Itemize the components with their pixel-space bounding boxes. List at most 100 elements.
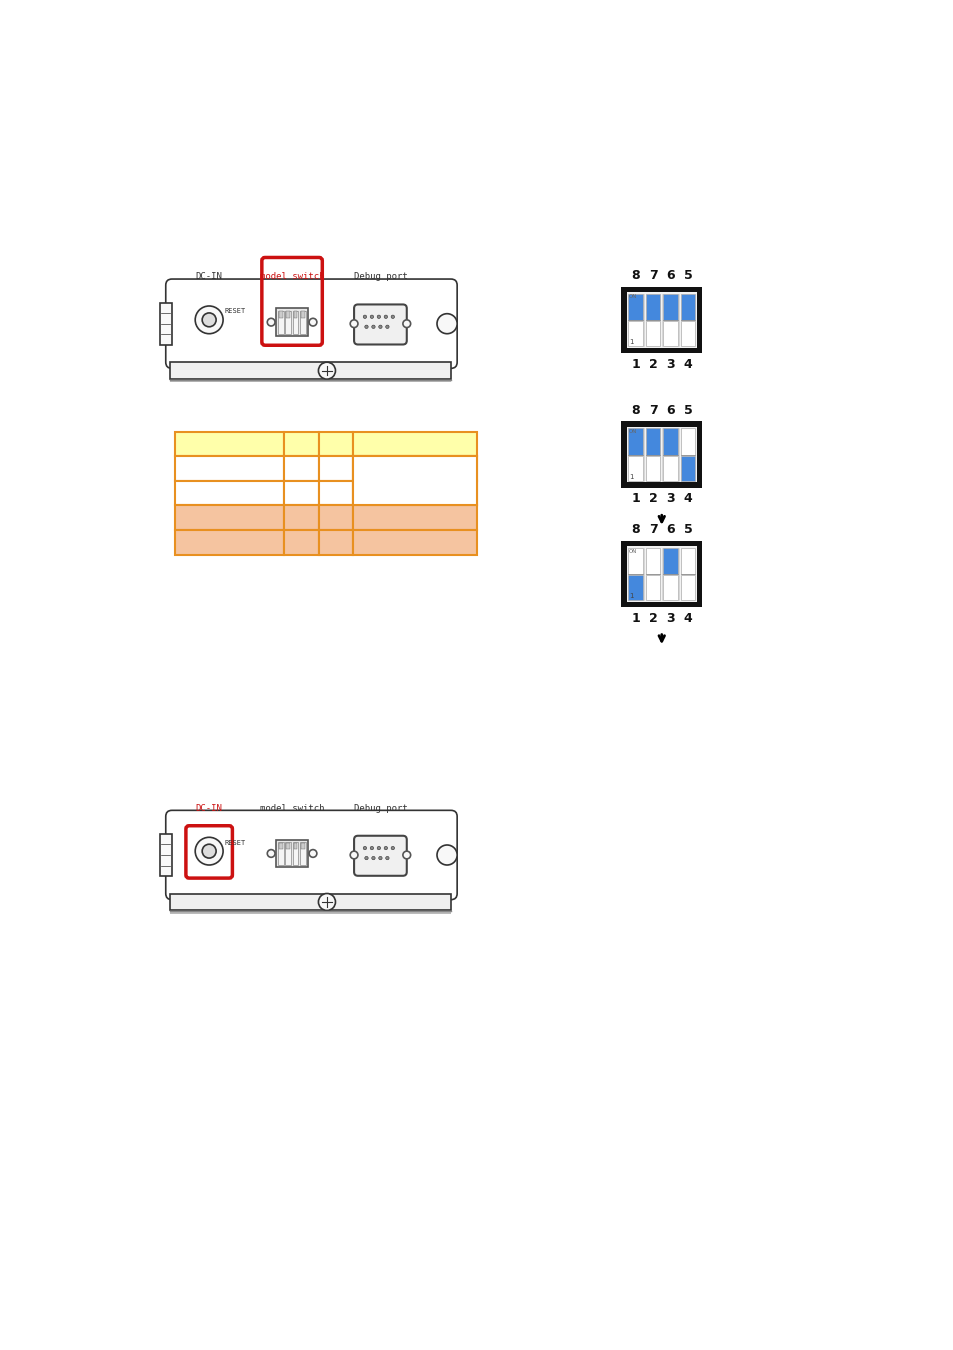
Bar bbox=[318, 456, 353, 481]
Circle shape bbox=[376, 315, 380, 319]
Bar bbox=[294, 842, 297, 849]
Circle shape bbox=[267, 319, 274, 325]
Text: ON: ON bbox=[629, 429, 637, 435]
Bar bbox=[620, 286, 701, 352]
Bar bbox=[628, 456, 642, 481]
Bar bbox=[294, 312, 297, 317]
Bar bbox=[284, 505, 318, 531]
Circle shape bbox=[363, 846, 366, 849]
Bar bbox=[620, 541, 701, 608]
Circle shape bbox=[391, 315, 395, 319]
Bar bbox=[293, 310, 298, 333]
Bar bbox=[353, 531, 476, 555]
Bar bbox=[318, 481, 353, 505]
Circle shape bbox=[364, 325, 368, 328]
Bar bbox=[318, 531, 353, 555]
Bar bbox=[645, 575, 659, 601]
Bar bbox=[278, 842, 282, 849]
Circle shape bbox=[350, 850, 357, 859]
Bar bbox=[174, 531, 284, 555]
Bar bbox=[626, 292, 696, 347]
Bar bbox=[628, 294, 642, 320]
Circle shape bbox=[350, 320, 357, 328]
Bar bbox=[301, 842, 305, 849]
Bar bbox=[662, 428, 677, 455]
Bar bbox=[275, 308, 308, 336]
Bar bbox=[353, 481, 476, 505]
Bar bbox=[286, 842, 290, 849]
Bar bbox=[159, 302, 172, 344]
Circle shape bbox=[202, 313, 216, 327]
Text: 1: 1 bbox=[629, 594, 633, 599]
Text: 5: 5 bbox=[682, 524, 692, 536]
Bar bbox=[680, 294, 695, 320]
Bar bbox=[318, 432, 353, 456]
Circle shape bbox=[372, 325, 375, 328]
Text: 5: 5 bbox=[682, 404, 692, 417]
Text: 6: 6 bbox=[665, 269, 674, 282]
Text: DC-IN: DC-IN bbox=[195, 273, 222, 281]
Bar bbox=[174, 456, 284, 481]
Text: 1: 1 bbox=[631, 358, 639, 371]
Bar bbox=[174, 505, 284, 531]
Bar bbox=[284, 456, 318, 481]
Circle shape bbox=[391, 846, 395, 849]
Text: RESET: RESET bbox=[225, 308, 246, 315]
Text: 2: 2 bbox=[648, 493, 657, 505]
Bar bbox=[628, 428, 642, 455]
Bar bbox=[174, 481, 284, 505]
Bar bbox=[626, 427, 696, 482]
Bar bbox=[174, 432, 284, 456]
Text: Debug port: Debug port bbox=[354, 273, 408, 281]
Bar bbox=[300, 310, 305, 333]
Bar bbox=[628, 321, 642, 346]
Bar bbox=[353, 505, 476, 531]
Bar bbox=[284, 432, 318, 456]
Circle shape bbox=[195, 306, 223, 333]
Circle shape bbox=[372, 856, 375, 860]
Text: 3: 3 bbox=[665, 493, 674, 505]
Circle shape bbox=[363, 315, 366, 319]
Text: 7: 7 bbox=[648, 269, 657, 282]
Bar bbox=[275, 840, 308, 867]
Bar bbox=[353, 456, 476, 505]
Text: ON: ON bbox=[629, 294, 637, 300]
Circle shape bbox=[267, 849, 274, 857]
Bar bbox=[628, 575, 642, 601]
Bar bbox=[662, 575, 677, 601]
Bar bbox=[300, 842, 305, 865]
Bar bbox=[171, 362, 451, 379]
Bar bbox=[662, 294, 677, 320]
Bar bbox=[645, 548, 659, 574]
Bar bbox=[159, 834, 172, 876]
Bar bbox=[680, 575, 695, 601]
Bar bbox=[645, 456, 659, 481]
Circle shape bbox=[378, 856, 382, 860]
Text: 8: 8 bbox=[631, 404, 639, 417]
FancyBboxPatch shape bbox=[166, 810, 456, 899]
Circle shape bbox=[384, 315, 387, 319]
Circle shape bbox=[385, 856, 389, 860]
Text: Debug port: Debug port bbox=[354, 803, 408, 813]
Bar bbox=[353, 432, 476, 456]
Circle shape bbox=[436, 313, 456, 333]
Circle shape bbox=[378, 325, 382, 328]
Bar bbox=[628, 548, 642, 574]
Text: RESET: RESET bbox=[225, 840, 246, 845]
Circle shape bbox=[376, 846, 380, 849]
Bar bbox=[278, 310, 283, 333]
Text: 1: 1 bbox=[629, 339, 633, 346]
Bar bbox=[278, 842, 283, 865]
Text: 8: 8 bbox=[631, 269, 639, 282]
Circle shape bbox=[364, 856, 368, 860]
Text: 7: 7 bbox=[648, 404, 657, 417]
Circle shape bbox=[309, 319, 316, 325]
Text: 4: 4 bbox=[682, 612, 692, 625]
Bar bbox=[318, 505, 353, 531]
Circle shape bbox=[318, 362, 335, 379]
Text: 5: 5 bbox=[682, 269, 692, 282]
Text: model switch: model switch bbox=[259, 803, 324, 813]
Bar bbox=[284, 531, 318, 555]
Circle shape bbox=[318, 894, 335, 910]
Text: 4: 4 bbox=[682, 358, 692, 371]
